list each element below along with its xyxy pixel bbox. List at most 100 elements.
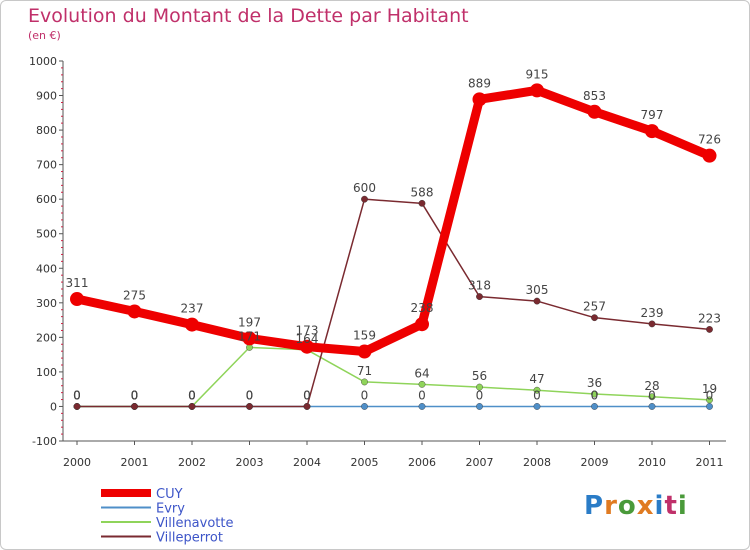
x-tick-label: 2008 xyxy=(523,456,551,469)
data-label: 56 xyxy=(472,369,487,383)
logo-letter: i xyxy=(654,491,665,521)
data-point xyxy=(361,378,368,386)
data-point xyxy=(242,331,257,346)
data-label: 0 xyxy=(73,388,81,402)
data-label: 0 xyxy=(131,388,139,402)
data-label: 0 xyxy=(648,388,656,402)
data-label: 0 xyxy=(303,388,311,402)
data-label: 173 xyxy=(296,324,319,338)
data-point xyxy=(415,317,429,332)
data-point xyxy=(303,403,311,410)
data-point xyxy=(127,304,142,319)
data-label: 164 xyxy=(296,332,319,346)
data-label: 0 xyxy=(418,388,426,402)
data-label: 28 xyxy=(644,379,659,393)
logo-letter: o xyxy=(617,491,637,521)
data-point xyxy=(702,148,717,163)
data-label: 19 xyxy=(702,382,717,396)
data-label: 0 xyxy=(188,388,196,402)
series-line-cuy xyxy=(72,85,714,357)
y-tick-label: 500 xyxy=(36,228,57,241)
y-tick-label: 1000 xyxy=(29,55,57,68)
x-tick-label: 2002 xyxy=(178,456,206,469)
data-point xyxy=(591,403,598,410)
legend-label-villeperrot: Villeperrot xyxy=(156,531,223,546)
data-point xyxy=(648,393,656,401)
x-tick-label: 2005 xyxy=(351,456,379,469)
data-label: 588 xyxy=(411,185,434,199)
legend-label-villenavotte: Villenavotte xyxy=(156,516,234,531)
data-point xyxy=(645,124,659,139)
logo-letter: r xyxy=(604,491,618,521)
data-label: 47 xyxy=(529,372,544,386)
chart-title: Evolution du Montant de la Dette par Hab… xyxy=(28,5,469,27)
data-label: 0 xyxy=(73,388,81,402)
data-label: 0 xyxy=(591,388,599,402)
y-tick-label: 100 xyxy=(36,366,57,379)
data-point xyxy=(361,195,368,203)
data-label: 0 xyxy=(533,388,541,402)
data-point xyxy=(472,92,487,107)
y-tick-label: 200 xyxy=(36,331,57,344)
data-point xyxy=(246,403,253,410)
data-label: 853 xyxy=(583,89,606,103)
data-label: 0 xyxy=(131,388,139,402)
proxiti-logo: Proxiti xyxy=(584,491,688,521)
data-point xyxy=(70,292,84,307)
data-label: 889 xyxy=(468,76,491,90)
x-tick-label: 2001 xyxy=(121,456,149,469)
x-tick-label: 2010 xyxy=(638,456,666,469)
data-point xyxy=(73,403,81,410)
data-label: 0 xyxy=(73,388,81,402)
data-label: 36 xyxy=(587,376,602,390)
data-label: 726 xyxy=(698,133,721,147)
data-label: 305 xyxy=(526,283,549,297)
data-label: 797 xyxy=(641,108,664,122)
x-tick-label: 2003 xyxy=(236,456,264,469)
series-line-villeperrot xyxy=(76,198,711,408)
data-point xyxy=(418,403,426,410)
data-point xyxy=(533,297,541,305)
data-point xyxy=(591,314,598,322)
data-point xyxy=(533,386,541,394)
data-point xyxy=(476,293,483,300)
data-point xyxy=(587,104,602,119)
data-label: 0 xyxy=(476,388,484,402)
data-point xyxy=(357,344,372,359)
data-label: 223 xyxy=(698,311,721,325)
data-point xyxy=(591,390,598,398)
data-point xyxy=(648,320,656,328)
data-point xyxy=(533,403,541,410)
legend-label-evry: Evry xyxy=(156,502,185,517)
y-tick-label: 400 xyxy=(36,262,57,275)
data-label: 311 xyxy=(66,276,89,290)
y-tick-label: 700 xyxy=(36,159,57,172)
data-point xyxy=(361,403,368,410)
data-point xyxy=(418,380,426,388)
data-point xyxy=(476,403,483,410)
data-label: 171 xyxy=(238,329,261,343)
data-point xyxy=(188,403,196,410)
data-label: 318 xyxy=(468,279,491,293)
x-tick-label: 2009 xyxy=(581,456,609,469)
data-label: 0 xyxy=(246,388,254,402)
logo-letter: i xyxy=(677,491,688,521)
x-tick-label: 2006 xyxy=(408,456,436,469)
data-label: 915 xyxy=(526,67,549,81)
data-point xyxy=(476,383,483,391)
data-label: 600 xyxy=(353,181,376,195)
legend-label-cuy: CUY xyxy=(156,487,183,502)
data-label: 239 xyxy=(641,306,664,320)
data-label: 0 xyxy=(188,388,196,402)
x-tick-label: 2007 xyxy=(466,456,494,469)
data-label: 71 xyxy=(357,364,372,378)
y-tick-label: 900 xyxy=(36,90,57,103)
x-tick-label: 2011 xyxy=(696,456,724,469)
data-point xyxy=(131,403,138,410)
data-point xyxy=(185,317,199,332)
y-tick-label: -100 xyxy=(32,435,57,448)
data-point xyxy=(530,83,544,98)
data-label: 275 xyxy=(123,288,146,302)
